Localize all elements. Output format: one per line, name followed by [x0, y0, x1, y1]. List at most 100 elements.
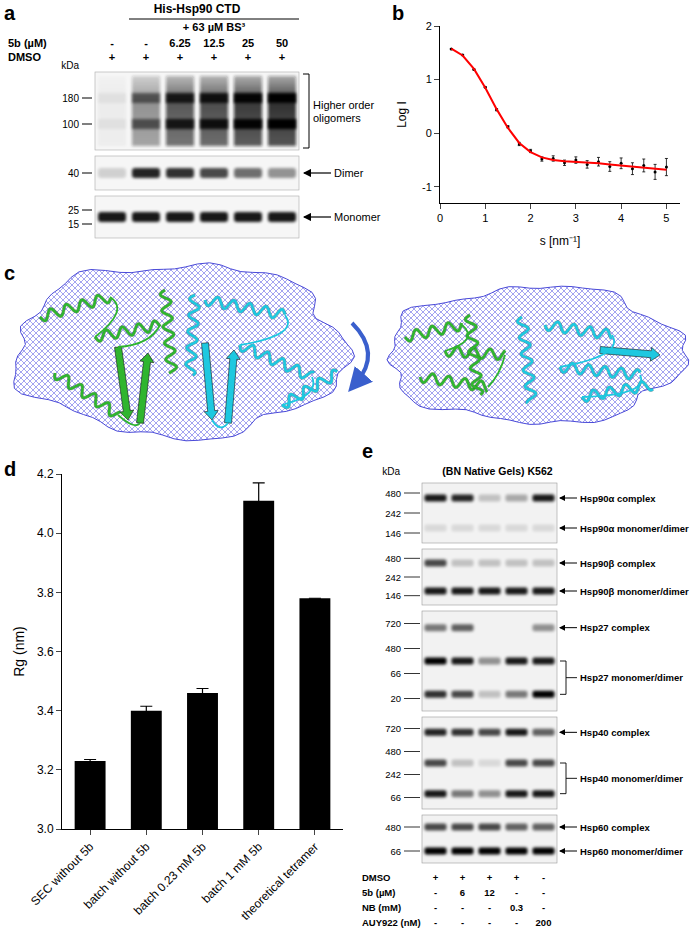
svg-text:batch without 5b: batch without 5b: [81, 840, 153, 912]
svg-text:Hsp27 complex: Hsp27 complex: [580, 622, 650, 633]
svg-text:kDa: kDa: [382, 466, 400, 477]
svg-text:3.0: 3.0: [37, 822, 54, 836]
svg-text:-: -: [434, 887, 437, 898]
svg-text:2: 2: [426, 20, 432, 32]
svg-text:100: 100: [62, 119, 79, 130]
svg-text:Monomer: Monomer: [334, 211, 381, 223]
svg-text:720: 720: [385, 618, 401, 629]
svg-text:+: +: [109, 51, 115, 63]
svg-text:-: -: [461, 902, 464, 913]
svg-text:5b (µM): 5b (µM): [8, 37, 47, 49]
svg-text:480: 480: [385, 488, 401, 499]
svg-text:242: 242: [385, 508, 401, 519]
svg-text:2: 2: [528, 212, 534, 224]
svg-text:(BN Native Gels) K562: (BN Native Gels) K562: [442, 465, 552, 477]
svg-text:-: -: [461, 917, 464, 928]
svg-text:Higher order: Higher order: [313, 99, 374, 111]
svg-text:0: 0: [437, 212, 443, 224]
svg-text:+: +: [211, 51, 217, 63]
svg-text:kDa: kDa: [61, 60, 79, 71]
svg-text:12: 12: [484, 887, 495, 898]
svg-text:-: -: [488, 902, 491, 913]
svg-text:66: 66: [390, 792, 401, 803]
svg-text:146: 146: [385, 590, 401, 601]
svg-text:66: 66: [390, 846, 401, 857]
svg-text:batch 1 mM 5b: batch 1 mM 5b: [199, 840, 265, 906]
svg-text:242: 242: [385, 572, 401, 583]
svg-text:His-Hsp90 CTD: His-Hsp90 CTD: [154, 2, 241, 16]
svg-text:s [nm⁻¹]: s [nm⁻¹]: [540, 234, 581, 248]
svg-text:-: -: [542, 887, 545, 898]
svg-text:-: -: [434, 902, 437, 913]
svg-text:-: -: [144, 37, 148, 49]
svg-text:242: 242: [385, 769, 401, 780]
svg-text:Hsp27 monomer/dimer: Hsp27 monomer/dimer: [580, 672, 683, 683]
svg-text:5b (µM): 5b (µM): [362, 887, 395, 898]
svg-text:Hsp60 complex: Hsp60 complex: [580, 822, 650, 833]
svg-text:-: -: [515, 887, 518, 898]
svg-text:480: 480: [385, 746, 401, 757]
svg-text:0: 0: [426, 127, 432, 139]
svg-text:3.4: 3.4: [37, 704, 54, 718]
svg-text:+: +: [177, 51, 183, 63]
svg-text:-: -: [542, 872, 545, 883]
svg-text:3.8: 3.8: [37, 586, 54, 600]
svg-text:Hsp40 monomer/dimer: Hsp40 monomer/dimer: [580, 773, 683, 784]
svg-text:DMSO: DMSO: [362, 872, 391, 883]
svg-text:Hsp40 complex: Hsp40 complex: [580, 727, 650, 738]
svg-text:Log I: Log I: [395, 101, 409, 128]
svg-text:4.0: 4.0: [37, 526, 54, 540]
svg-text:5: 5: [663, 212, 669, 224]
svg-text:480: 480: [385, 643, 401, 654]
svg-text:25: 25: [242, 37, 254, 49]
svg-text:Hsp90α complex: Hsp90α complex: [580, 493, 656, 504]
svg-text:Dimer: Dimer: [334, 167, 364, 179]
svg-text:-: -: [110, 37, 114, 49]
svg-text:3.2: 3.2: [37, 763, 54, 777]
svg-text:+: +: [245, 51, 251, 63]
svg-text:12.5: 12.5: [203, 37, 224, 49]
svg-text:480: 480: [385, 822, 401, 833]
svg-text:+: +: [487, 872, 493, 883]
svg-text:6.25: 6.25: [169, 37, 190, 49]
svg-text:+ 63 µM BS³: + 63 µM BS³: [183, 21, 246, 33]
svg-text:+: +: [279, 51, 285, 63]
svg-text:4: 4: [618, 212, 624, 224]
svg-text:6: 6: [460, 887, 465, 898]
svg-text:-: -: [515, 917, 518, 928]
svg-text:+: +: [433, 872, 439, 883]
svg-text:40: 40: [68, 168, 80, 179]
svg-text:0.3: 0.3: [510, 902, 523, 913]
svg-text:-1: -1: [422, 181, 432, 193]
svg-text:720: 720: [385, 723, 401, 734]
svg-text:+: +: [460, 872, 466, 883]
svg-text:SEC without 5b: SEC without 5b: [28, 840, 97, 909]
svg-text:-: -: [542, 902, 545, 913]
svg-text:66: 66: [390, 668, 401, 679]
svg-text:15: 15: [68, 219, 80, 230]
svg-text:-: -: [434, 917, 437, 928]
svg-text:NB (mM): NB (mM): [362, 902, 401, 913]
svg-text:Hsp90α monomer/dimer: Hsp90α monomer/dimer: [580, 523, 689, 534]
svg-text:480: 480: [385, 553, 401, 564]
svg-text:Rg (nm): Rg (nm): [11, 626, 27, 677]
svg-text:1: 1: [426, 73, 432, 85]
svg-text:3: 3: [573, 212, 579, 224]
svg-text:-: -: [488, 917, 491, 928]
svg-text:50: 50: [276, 37, 288, 49]
svg-text:Hsp90β monomer/dimer: Hsp90β monomer/dimer: [580, 586, 689, 597]
svg-text:25: 25: [68, 205, 80, 216]
svg-text:+: +: [514, 872, 520, 883]
svg-text:3.6: 3.6: [37, 645, 54, 659]
svg-text:20: 20: [390, 693, 401, 704]
svg-text:Hsp60 monomer/dimer: Hsp60 monomer/dimer: [580, 846, 683, 857]
svg-text:1: 1: [482, 212, 488, 224]
svg-text:DMSO: DMSO: [8, 51, 41, 63]
svg-text:180: 180: [62, 93, 79, 104]
svg-text:theoretical tetramer: theoretical tetramer: [238, 840, 321, 923]
svg-text:oligomers: oligomers: [313, 112, 361, 124]
svg-text:4.2: 4.2: [37, 467, 54, 481]
svg-text:200: 200: [536, 917, 552, 928]
svg-text:Hsp90β complex: Hsp90β complex: [580, 558, 656, 569]
svg-text:batch 0.23 mM 5b: batch 0.23 mM 5b: [131, 840, 209, 918]
